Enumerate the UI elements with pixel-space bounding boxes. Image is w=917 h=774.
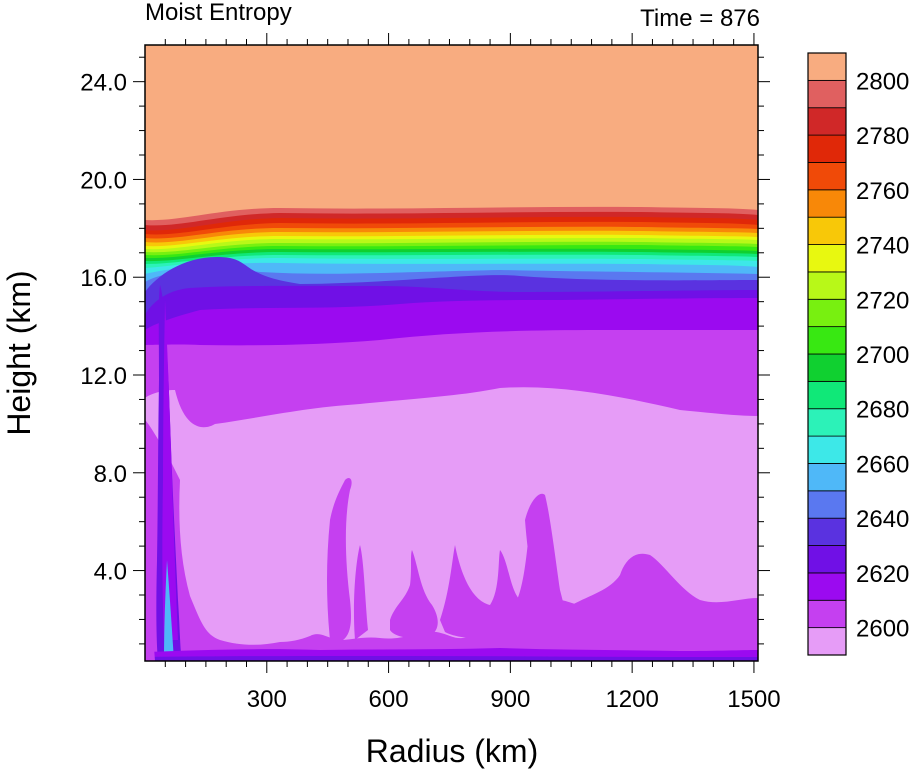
y-tick-label: 20.0 [80,167,127,194]
x-axis-label: Radius (km) [366,733,538,769]
x-tick-label: 1500 [727,686,780,713]
colorbar-swatch [807,216,847,245]
colorbar-label: 2800 [856,68,909,95]
colorbar-label: 2680 [856,397,909,424]
colorbar-label: 2660 [856,451,909,478]
colorbar-swatch [807,189,847,218]
colorbar: 2600 2620 2640 2660 2680 2700 2720 2740 2760 2780… [807,52,909,656]
eyewall-column-inner [162,300,178,640]
colorbar-label: 2620 [856,561,909,588]
y-tick-label: 8.0 [94,461,127,488]
colorbar-swatch [807,353,847,382]
y-tick-label: 12.0 [80,363,127,390]
colorbar-swatch [807,134,847,163]
colorbar-swatch [807,408,847,437]
colorbar-swatch [807,298,847,328]
plume-1 [327,478,352,642]
colorbar-swatch [807,79,847,109]
colorbar-swatch [807,244,847,273]
colorbar-swatch [807,326,847,355]
x-axis: 300 600 900 1200 1500 [164,33,781,713]
plot-frame [144,44,759,662]
colorbar-swatch [807,599,847,629]
colorbar-label: 2700 [856,342,909,369]
y-tick-label: 16.0 [80,265,127,292]
eye-core [164,560,174,661]
colorbar-label: 2760 [856,178,909,205]
x-tick-label: 600 [369,686,409,713]
y-axis-label: Height (km) [1,270,37,435]
colorbar-label: 2740 [856,233,909,260]
plume-5 [525,493,568,638]
colorbar-frame [807,52,847,656]
colorbar-swatch [807,107,847,136]
low-left-region [145,560,155,661]
colorbar-swatch [807,52,847,81]
colorbar-label: 2780 [856,123,909,150]
contour-band-below-2600 [145,387,758,645]
y-tick-label: 24.0 [80,70,127,97]
y-axis: 4.0 8.0 12.0 16.0 20.0 24.0 [80,56,770,645]
colorbar-swatch [807,271,847,300]
colorbar-swatch [807,572,847,601]
plume-6 [572,553,758,661]
colorbar-swatch [807,380,847,410]
colorbar-swatch [807,490,847,519]
contour-fill [145,45,758,661]
x-tick-label: 300 [247,686,287,713]
colorbar-swatch [807,162,847,191]
x-tick-label: 900 [490,686,530,713]
colorbar-swatch [807,517,847,546]
colorbar-swatch [807,545,847,574]
chart-title-right: Time = 876 [640,5,760,32]
plume-3 [390,550,438,638]
colorbar-swatch [807,463,847,492]
chart-title-left: Moist Entropy [145,0,292,26]
colorbar-label: 2640 [856,506,909,533]
colorbar-swatch [807,435,847,464]
plume-4 [440,545,522,639]
colorbar-label: 2720 [856,287,909,314]
y-tick-label: 4.0 [94,559,127,586]
colorbar-swatch [807,627,847,656]
boundary-layer-2620 [145,656,758,661]
plume-2 [353,545,368,640]
colorbar-label: 2600 [856,616,909,643]
x-tick-label: 1200 [605,686,658,713]
